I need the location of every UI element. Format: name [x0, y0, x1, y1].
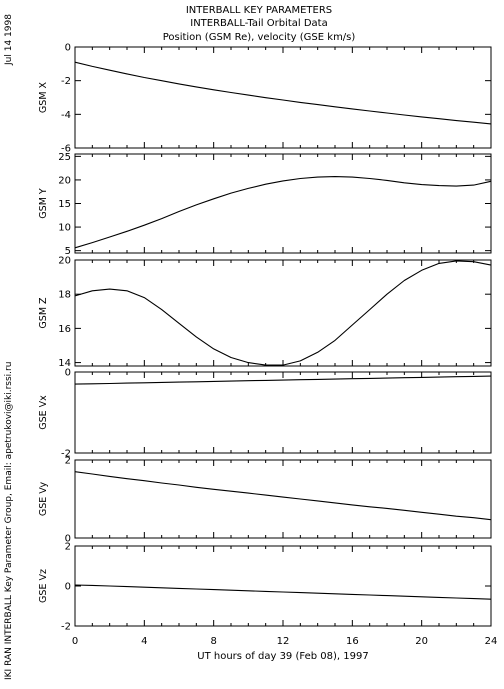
x-tick-label: 16 — [346, 636, 359, 647]
y-tick-label-gse-vz: 2 — [65, 542, 71, 553]
x-axis-labels: 0 4 8 12 16 20 24 — [72, 636, 498, 647]
panel-frame-gsm-z — [74, 259, 492, 367]
y-tick-label-gsm-z: 20 — [58, 256, 71, 267]
series-line-gsm-y — [74, 176, 492, 249]
side-date-label: Jul 14 1998 — [4, 14, 14, 66]
x-axis-title: UT hours of day 39 (Feb 08), 1997 — [197, 651, 368, 662]
panel-gsm-y: 5 10 15 20 25 GSM Y — [38, 152, 492, 257]
y-tick-label-gsm-y: 10 — [58, 223, 71, 234]
x-tick-label: 20 — [415, 636, 428, 647]
y-axis-label-gse-vz: GSE Vz — [38, 569, 49, 603]
y-tick-label-gsm-z: 18 — [58, 290, 71, 301]
x-tick-label: 12 — [277, 636, 290, 647]
y-tick-label-gsm-y: 5 — [65, 246, 71, 257]
series-line-gse-vy — [74, 471, 492, 521]
panel-frame-gse-vy — [74, 459, 492, 539]
panel-frame-gsm-x — [74, 46, 492, 149]
y-tick-label-gsm-y: 15 — [58, 199, 71, 210]
x-tick-label: 4 — [141, 636, 147, 647]
y-axis-label-gse-vx: GSE Vx — [38, 395, 49, 430]
y-tick-label-gsm-x: -2 — [61, 76, 71, 87]
x-tick-label: 0 — [72, 636, 78, 647]
panel-gse-vx: 0 -2 GSE Vx — [38, 368, 492, 460]
y-axis-label-gsm-z: GSM Z — [38, 297, 49, 329]
series-line-gse-vx — [74, 375, 492, 385]
panel-gse-vy: 2 0 GSE Vy — [38, 456, 492, 545]
panel-gse-vz: 2 0 -2 GSE Vz — [38, 542, 492, 633]
y-tick-label-gse-vx: -2 — [61, 449, 71, 460]
y-tick-label-gsm-y: 25 — [58, 152, 71, 163]
chart-subtitle: INTERBALL-Tail Orbital Data — [190, 18, 327, 29]
panel-frame-gse-vx — [74, 371, 492, 454]
y-tick-label-gse-vy: 0 — [65, 534, 71, 545]
y-tick-label-gsm-z: 14 — [58, 358, 71, 369]
side-credit-label: IKI RAN INTERBALL Key Parameter Group, E… — [4, 362, 14, 680]
panel-frame-gsm-y — [74, 153, 492, 254]
series-line-gse-vz — [74, 584, 492, 600]
y-tick-label-gse-vy: 2 — [65, 456, 71, 467]
y-axis-label-gsm-x: GSM X — [38, 81, 49, 113]
y-tick-label-gsm-y: 20 — [58, 175, 71, 186]
x-tick-label: 8 — [210, 636, 216, 647]
chart-title: INTERBALL KEY PARAMETERS — [186, 5, 332, 16]
y-axis-label-gsm-y: GSM Y — [38, 188, 49, 219]
y-tick-label-gsm-z: 16 — [58, 324, 71, 335]
y-axis-label-gse-vy: GSE Vy — [38, 481, 49, 516]
panel-gsm-x: 0 -2 -4 -6 GSM X — [38, 43, 492, 155]
panel-frame-gse-vz — [74, 545, 492, 627]
y-tick-label-gsm-x: 0 — [65, 43, 71, 54]
series-line-gsm-x — [74, 61, 492, 125]
y-tick-label-gse-vz: 0 — [65, 582, 71, 593]
y-tick-label-gsm-x: -4 — [61, 110, 71, 121]
y-tick-label-gse-vz: -2 — [61, 622, 71, 633]
chart-description: Position (GSM Re), velocity (GSE km/s) — [163, 32, 356, 43]
x-tick-label: 24 — [485, 636, 498, 647]
series-line-gsm-z — [74, 260, 492, 366]
y-tick-label-gsm-x: -6 — [61, 144, 71, 155]
y-tick-label-gse-vx: 0 — [65, 368, 71, 379]
panel-gsm-z: 14 16 18 20 GSM Z — [38, 256, 492, 369]
